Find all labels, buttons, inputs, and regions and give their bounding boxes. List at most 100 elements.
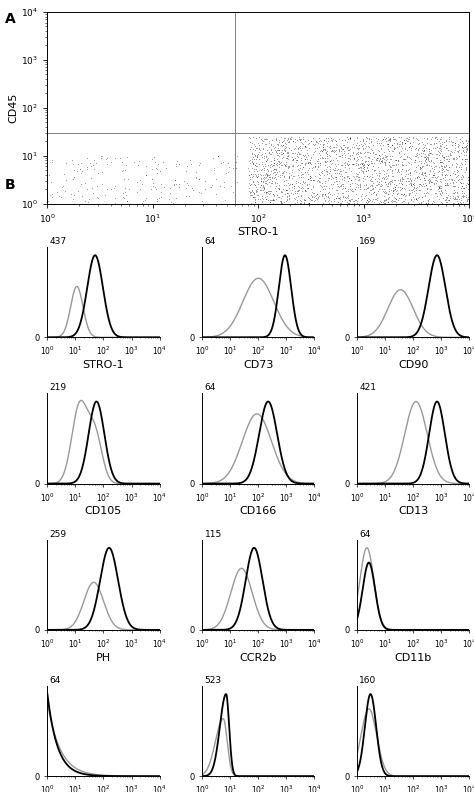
Point <box>252 153 260 166</box>
Point <box>281 131 288 144</box>
Point <box>251 193 258 206</box>
Point <box>354 147 361 159</box>
Point <box>438 162 445 174</box>
Point <box>414 151 421 164</box>
Point <box>232 162 240 174</box>
Point <box>309 190 316 203</box>
Point <box>400 195 408 208</box>
Point <box>344 189 352 202</box>
Point <box>447 169 454 181</box>
Point <box>312 189 320 202</box>
Point <box>316 135 323 147</box>
Point <box>421 148 428 161</box>
Point <box>273 188 281 201</box>
Point <box>222 166 230 179</box>
Point <box>463 177 470 190</box>
Point <box>320 192 328 204</box>
Point <box>277 155 285 168</box>
Point <box>119 163 127 176</box>
Point <box>430 177 438 189</box>
Point <box>367 135 375 147</box>
Point <box>404 156 412 169</box>
Point <box>336 150 343 162</box>
Point <box>71 188 78 201</box>
Point <box>398 177 406 190</box>
Point <box>406 150 413 163</box>
Point <box>299 142 306 154</box>
Point <box>369 192 377 205</box>
Point <box>69 158 77 170</box>
Point <box>386 132 393 145</box>
Point <box>449 151 457 164</box>
Point <box>445 153 453 166</box>
Point <box>425 175 433 188</box>
Point <box>319 183 327 196</box>
Point <box>274 181 282 194</box>
Point <box>283 194 290 207</box>
Point <box>414 169 422 182</box>
Point <box>321 158 328 171</box>
Point <box>320 138 328 150</box>
Point <box>435 181 442 193</box>
Point <box>318 151 326 164</box>
Point <box>307 156 314 169</box>
Point <box>281 158 288 170</box>
Point <box>119 186 127 199</box>
Point <box>216 180 223 192</box>
Point <box>280 167 287 180</box>
Point <box>400 195 407 208</box>
Point <box>454 196 462 209</box>
Point <box>447 147 454 159</box>
Point <box>415 178 422 191</box>
Point <box>254 189 261 202</box>
Point <box>285 189 292 202</box>
Point <box>270 142 277 154</box>
Point <box>407 177 415 189</box>
Point <box>341 193 349 206</box>
Point <box>322 135 329 147</box>
Point <box>398 173 406 185</box>
Point <box>455 196 462 209</box>
Point <box>304 164 312 177</box>
Point <box>409 183 417 196</box>
Point <box>380 133 387 146</box>
Point <box>319 139 327 151</box>
Point <box>392 185 400 197</box>
Point <box>433 141 441 154</box>
Point <box>349 185 357 198</box>
Point <box>338 133 346 146</box>
Point <box>149 177 156 189</box>
Point <box>369 182 377 195</box>
Point <box>332 175 340 188</box>
Point <box>350 153 358 166</box>
Point <box>266 185 274 198</box>
Point <box>405 184 412 196</box>
Point <box>61 185 69 198</box>
Point <box>321 155 328 168</box>
Point <box>300 149 307 162</box>
Point <box>319 144 327 157</box>
Point <box>293 154 301 166</box>
Point <box>262 177 270 189</box>
Point <box>183 160 191 173</box>
Point <box>360 163 367 176</box>
Point <box>137 182 144 195</box>
Point <box>281 143 288 155</box>
Point <box>284 136 292 149</box>
Point <box>312 135 320 148</box>
Point <box>357 138 365 150</box>
Point <box>250 138 258 150</box>
Point <box>379 171 387 184</box>
Point <box>339 191 347 204</box>
Point <box>308 150 315 163</box>
Point <box>319 143 327 155</box>
Point <box>442 168 449 181</box>
Point <box>460 186 468 199</box>
Point <box>325 148 333 161</box>
Point <box>338 182 346 195</box>
Point <box>59 180 67 192</box>
Point <box>358 154 366 166</box>
Point <box>437 196 445 208</box>
Point <box>314 152 321 165</box>
Point <box>295 170 303 183</box>
